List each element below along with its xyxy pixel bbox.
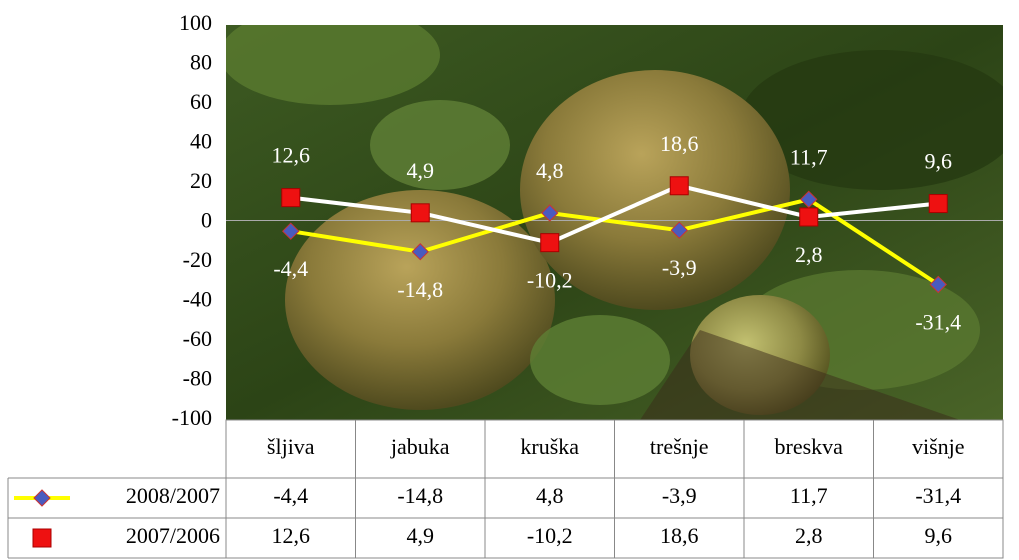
- data-label: -3,9: [662, 255, 697, 280]
- table-cell: -3,9: [662, 483, 697, 508]
- table-cell: 11,7: [790, 483, 828, 508]
- marker: [540, 233, 560, 253]
- x-tick-label: trešnje: [650, 434, 709, 459]
- data-label: 9,6: [925, 149, 953, 174]
- marker: [282, 222, 300, 240]
- x-tick-label: jabuka: [390, 434, 450, 459]
- marker: [670, 221, 688, 239]
- marker: [669, 176, 689, 196]
- table-cell: -14,8: [397, 483, 443, 508]
- legend-marker: [33, 489, 51, 507]
- table-cell: 18,6: [660, 523, 699, 548]
- marker: [281, 188, 301, 208]
- data-label: 4,9: [407, 158, 435, 183]
- plot-background: [226, 25, 1003, 420]
- legend-label: 2007/2006: [126, 523, 220, 548]
- data-label: -14,8: [397, 277, 443, 302]
- x-tick-label: breskva: [775, 434, 844, 459]
- table-cell: -31,4: [915, 483, 961, 508]
- marker: [800, 190, 818, 209]
- marker: [929, 275, 947, 294]
- data-label: 12,6: [272, 143, 311, 168]
- table-cell: 9,6: [925, 523, 953, 548]
- data-label: -31,4: [915, 310, 961, 335]
- marker: [411, 243, 429, 261]
- legend-marker: [32, 528, 52, 548]
- y-tick-label: 100: [179, 10, 212, 35]
- y-tick-label: 60: [190, 89, 212, 114]
- y-tick-label: -100: [172, 405, 212, 430]
- data-label: -4,4: [273, 256, 308, 281]
- marker: [410, 203, 430, 223]
- x-tick-label: šljiva: [267, 434, 315, 459]
- y-tick-label: 20: [190, 168, 212, 193]
- x-tick-label: kruška: [520, 434, 579, 459]
- data-label: 18,6: [660, 131, 699, 156]
- y-tick-label: -60: [183, 326, 212, 351]
- x-tick-label: višnje: [912, 434, 965, 459]
- table-cell: -4,4: [273, 483, 308, 508]
- marker: [541, 204, 559, 222]
- table-cell: -10,2: [527, 523, 573, 548]
- y-tick-label: 80: [190, 50, 212, 75]
- table-cell: 4,9: [407, 523, 435, 548]
- series-line: [290, 183, 939, 245]
- data-label: 4,8: [536, 158, 564, 183]
- legend-label: 2008/2007: [126, 483, 220, 508]
- y-tick-label: 0: [201, 208, 212, 233]
- marker: [928, 194, 948, 214]
- y-tick-label: -40: [183, 287, 212, 312]
- table-cell: 12,6: [272, 523, 311, 548]
- data-label: 2,8: [795, 242, 823, 267]
- y-tick-label: -20: [183, 247, 212, 272]
- data-label: -10,2: [527, 268, 573, 293]
- table-cell: 2,8: [795, 523, 823, 548]
- table-cell: 4,8: [536, 483, 564, 508]
- y-tick-label: 40: [190, 129, 212, 154]
- y-tick-label: -80: [183, 366, 212, 391]
- data-label: 11,7: [790, 144, 828, 169]
- marker: [799, 207, 819, 227]
